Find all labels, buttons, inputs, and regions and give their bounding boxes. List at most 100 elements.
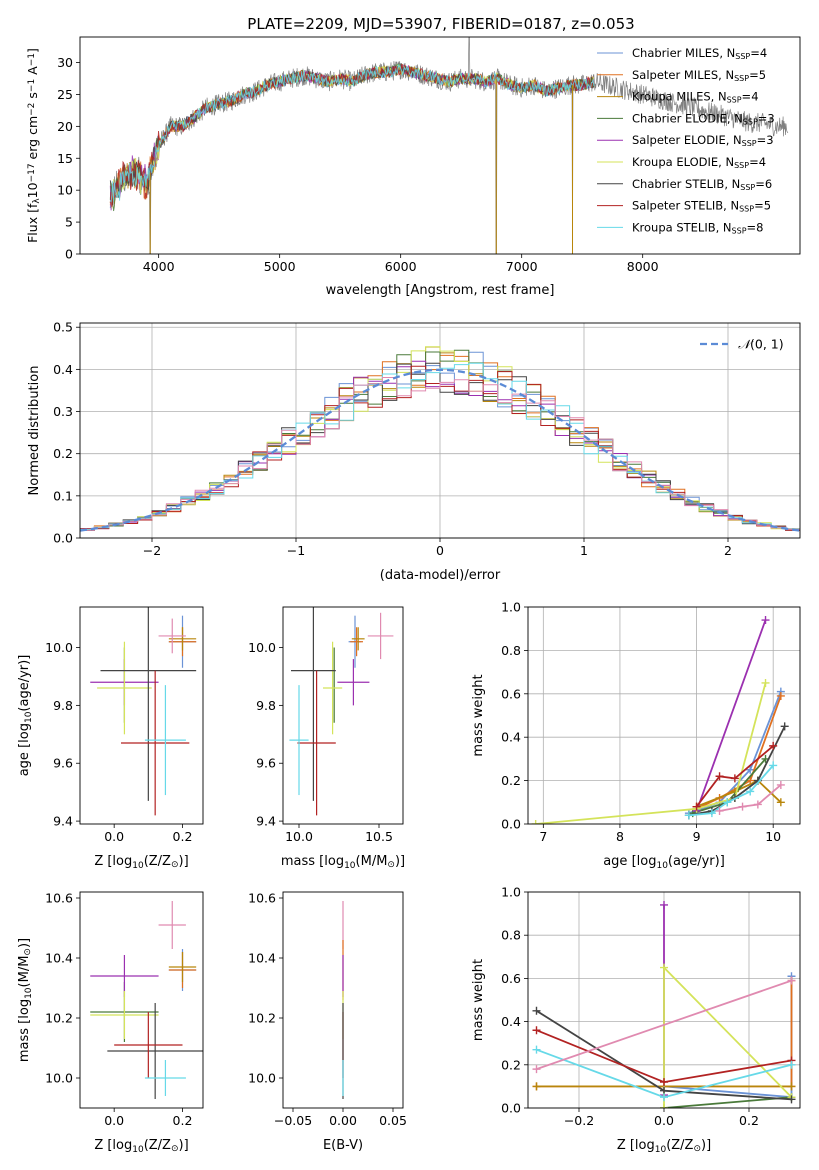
label-part: mass [log — [281, 854, 344, 869]
plus-marker — [531, 820, 540, 824]
y-tick-label: 0.2 — [501, 1057, 521, 1072]
x-tick-label: 9 — [693, 829, 701, 844]
legend-nssp: 3 — [767, 111, 774, 125]
y-tick-label: 0.2 — [501, 773, 521, 788]
y-tick-label: 10.6 — [248, 891, 276, 906]
plus-marker — [660, 900, 668, 909]
x-tick-label: −0.05 — [274, 1113, 312, 1128]
legend-label: Kroupa ELODIE, NSSP=4 — [632, 155, 766, 170]
plus-marker — [532, 1026, 541, 1035]
y-axis-label: mass weight — [471, 674, 486, 756]
plus-marker — [761, 616, 770, 625]
errorbar-point — [350, 627, 363, 657]
plot-area — [80, 346, 800, 533]
y-tick-label: 5 — [65, 215, 73, 230]
errorbar-point — [144, 1060, 186, 1096]
y-tick-label: 10.0 — [248, 640, 276, 655]
label-part: λ — [32, 198, 42, 204]
plus-marker — [715, 772, 724, 781]
y-tick-label: 1.0 — [501, 885, 521, 900]
x-tick-label: 7 — [539, 829, 547, 844]
plus-marker — [684, 811, 693, 820]
y-tick-label: 10.2 — [248, 1011, 276, 1026]
plot-area — [289, 607, 394, 816]
legend-nssp: 4 — [760, 46, 767, 60]
legend-lib-name: Chabrier MILES — [632, 46, 719, 60]
legend-suffix: , N — [727, 111, 743, 125]
errorbar-point — [90, 991, 159, 1039]
label-part: Z [log — [94, 854, 132, 869]
y-tick-label: 1.0 — [501, 600, 521, 615]
label-part: s — [25, 92, 40, 103]
x-tick-label: 2 — [724, 543, 732, 558]
x-tick-label: 6000 — [385, 259, 417, 274]
legend-lib-name: Salpeter STELIB — [632, 199, 723, 213]
y-tick-label: 0.6 — [501, 686, 521, 701]
plus-marker — [738, 802, 747, 811]
y-axis-label: Normed distribution — [27, 366, 42, 496]
legend-suffix: , N — [723, 199, 739, 213]
legend-label: Chabrier MILES, NSSP=4 — [632, 46, 767, 61]
legend-nssp: 8 — [756, 220, 763, 234]
y-tick-label: 10.4 — [45, 951, 73, 966]
label-part: age [log — [17, 723, 32, 776]
errorbar-point — [297, 670, 336, 816]
y-tick-label: 10.0 — [45, 640, 73, 655]
y-tick-label: 0.8 — [501, 928, 521, 943]
errorbar-point — [90, 955, 159, 997]
y-tick-label: 0.4 — [53, 362, 73, 377]
model-spectrum-line — [109, 64, 595, 203]
legend-equals: = — [750, 46, 760, 60]
label-part: (age/yr)] — [668, 854, 725, 869]
label-part: age [log — [603, 854, 656, 869]
plus-marker — [707, 809, 716, 818]
plus-marker — [776, 691, 785, 700]
legend-subscript: SSP — [732, 227, 747, 236]
legend-nssp: 4 — [759, 155, 766, 169]
legend-label: 𝒩(0, 1) — [738, 337, 784, 352]
label-part: 10 — [25, 182, 40, 198]
errorbar-point — [289, 685, 309, 796]
series-line — [663, 1096, 792, 1108]
label-part: 10 — [132, 861, 144, 871]
series-line — [535, 682, 767, 824]
mass-vs-metallicity-panel: 0.0 0.210.010.210.410.6Z [log10(Z/Z⊙)]mas… — [17, 891, 204, 1155]
errorbar-point — [168, 952, 197, 982]
legend-lib-name: Kroupa STELIB — [632, 220, 716, 234]
x-axis-label: Z [log10(Z/Z⊙)] — [94, 1138, 188, 1155]
y-tick-label: 9.4 — [256, 814, 276, 829]
label-part: −1 — [27, 79, 37, 92]
x-tick-label: 0 — [436, 543, 444, 558]
x-tick-label: 0.00 — [329, 1113, 357, 1128]
legend-label: Chabrier STELIB, NSSP=6 — [632, 177, 772, 192]
legend-equals: = — [749, 68, 759, 82]
plus-marker — [787, 1060, 796, 1069]
y-axis-label: mass [log10(M/M⊙)] — [17, 938, 34, 1062]
legend-equals: = — [755, 177, 765, 191]
label-part: ⊙ — [171, 860, 179, 870]
errorbar-point — [97, 641, 152, 735]
errorbar-point — [114, 1012, 183, 1078]
x-tick-label: 10.5 — [365, 829, 393, 844]
axes-frame — [282, 606, 404, 825]
series-line — [696, 779, 782, 808]
label-part: (age/yr)] — [17, 655, 32, 712]
label-part: (Z/Z — [144, 854, 171, 869]
x-tick-label: −2 — [143, 543, 161, 558]
x-axis-label: (data-model)/error — [380, 568, 501, 583]
y-tick-label: 9.4 — [53, 814, 73, 829]
plus-marker — [746, 787, 755, 796]
errorbar-point — [351, 627, 365, 651]
legend-suffix: , N — [716, 220, 732, 234]
plus-marker — [723, 798, 732, 807]
legend-part: (0, 1) — [750, 337, 784, 352]
axes-frame — [79, 891, 204, 1109]
legend-lib-name: Salpeter ELODIE — [632, 133, 726, 147]
label-part: −17 — [27, 163, 37, 182]
legend-subscript: SSP — [735, 52, 750, 61]
x-axis-label: age [log10(age/yr)] — [603, 854, 725, 871]
x-tick-label: 0.0 — [104, 1113, 124, 1128]
legend-lib-name: Kroupa ELODIE — [632, 155, 718, 169]
plus-marker — [787, 1082, 796, 1091]
